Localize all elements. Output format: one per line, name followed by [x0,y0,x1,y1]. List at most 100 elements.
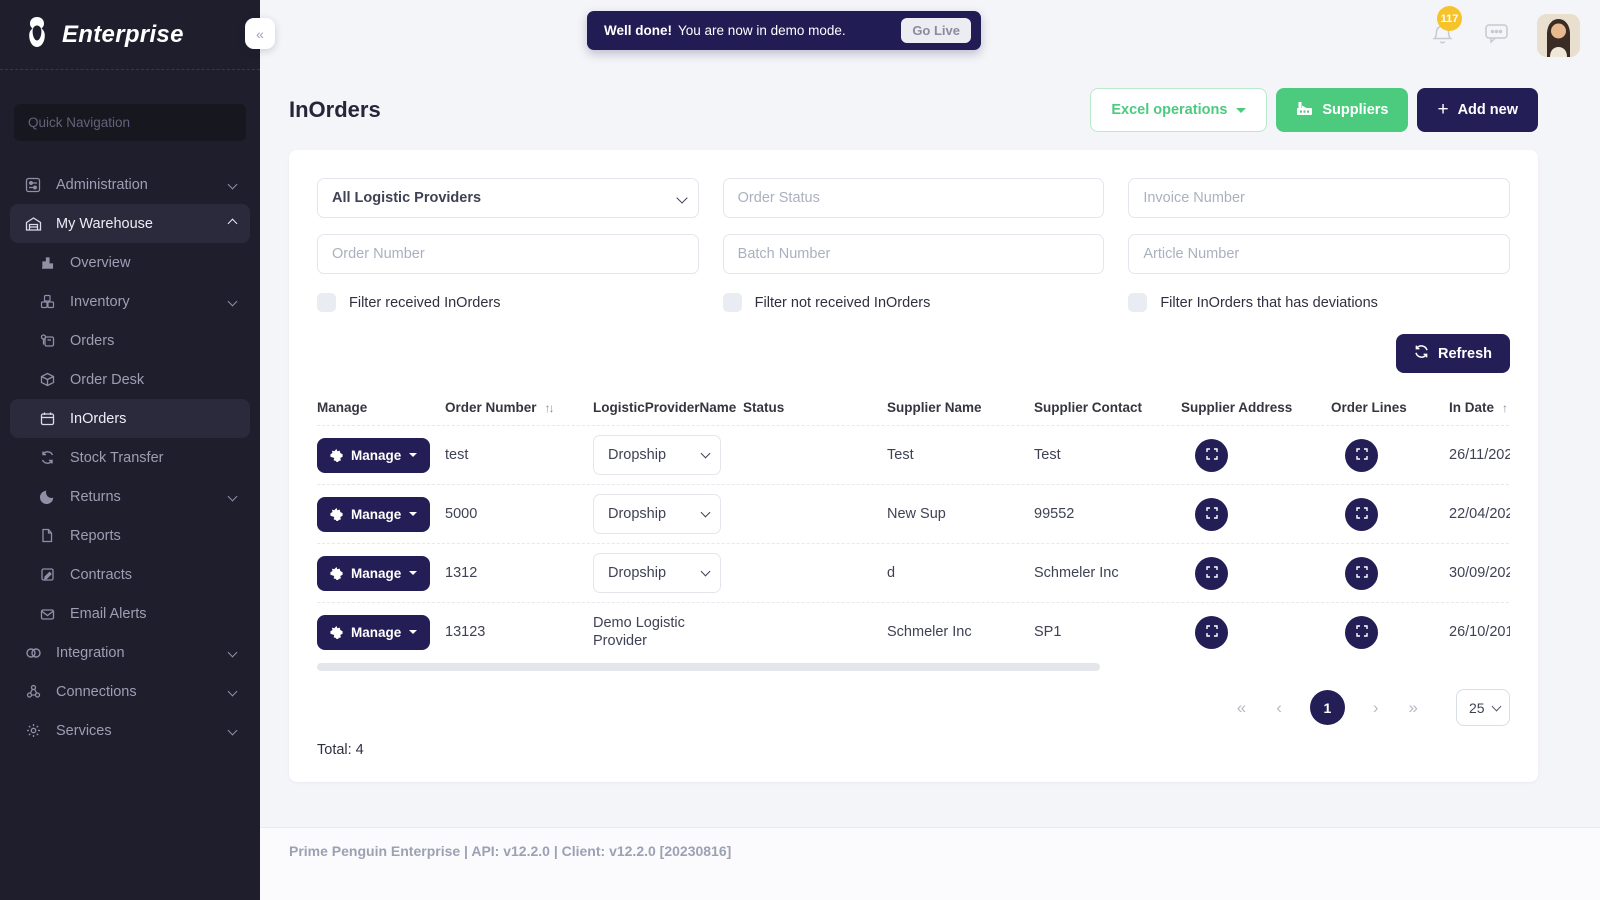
add-new-button[interactable]: + Add new [1417,88,1538,132]
order-status-input[interactable] [722,178,1105,218]
supplier-address-expand-button[interactable] [1195,438,1228,472]
manage-button[interactable]: Manage [317,496,431,532]
manage-button[interactable]: Manage [317,437,431,473]
sidebar-item-contracts[interactable]: Contracts [10,555,250,594]
logistic-provider-select[interactable]: All Logistic Providers [317,178,699,218]
suppliers-button[interactable]: Suppliers [1276,88,1409,132]
filter-not-received-checkbox[interactable]: Filter not received InOrders [722,293,1105,312]
sidebar-item-orders[interactable]: Orders [10,321,250,360]
expand-icon [1205,447,1218,463]
quick-navigation [14,104,246,141]
messages-chat-icon[interactable] [1483,22,1509,48]
notifications-bell-icon[interactable]: 117 [1429,6,1462,48]
checkbox-unchecked[interactable] [317,293,336,312]
order-number-input[interactable] [317,234,699,274]
filter-received-checkbox[interactable]: Filter received InOrders [317,293,699,312]
sidebar-item-order-desk[interactable]: Order Desk [10,360,250,399]
sort-icon[interactable]: ↑↓ [544,400,555,415]
next-page-button[interactable]: › [1365,694,1387,722]
table-row: Manage test Dropship Test Test 26/11/202 [317,425,1510,484]
order-lines-expand-button[interactable] [1345,497,1378,531]
supplier-contact-cell: SP1 [1034,624,1062,640]
caret-down-icon [1236,107,1247,113]
provider-select-wrap: Dropship [593,553,721,593]
order-lines-expand-button[interactable] [1345,615,1378,649]
sidebar-item-returns[interactable]: Returns [10,477,250,516]
quick-navigation-input[interactable] [14,104,246,141]
banner-bold-text: Well done! [604,23,673,38]
provider-select[interactable]: Dropship [593,435,721,475]
scrollbar-thumb[interactable] [317,663,1100,671]
provider-select[interactable]: Dropship [593,494,721,534]
administration-icon [24,176,42,194]
in-date-cell: 22/04/202 [1449,506,1510,522]
sidebar-item-my-warehouse[interactable]: My Warehouse [10,204,250,243]
manage-button[interactable]: Manage [317,614,431,650]
filter-deviations-checkbox[interactable]: Filter InOrders that has deviations [1128,293,1510,312]
checkbox-unchecked[interactable] [1128,293,1148,312]
document-icon [38,527,56,545]
provider-select-wrap: Dropship [593,494,721,534]
banner-text: You are now in demo mode. [678,23,846,38]
supplier-name-cell: d [887,565,896,581]
chevron-down-icon [227,296,238,307]
invoice-number-input[interactable] [1128,178,1510,218]
sidebar-item-stock-transfer[interactable]: Stock Transfer [10,438,250,477]
last-page-button[interactable]: » [1401,694,1426,722]
chevron-down-icon [227,686,238,697]
go-live-button[interactable]: Go Live [901,18,971,43]
table-row: Manage 5000 Dropship New Sup 99552 22/04… [317,484,1510,543]
penguin-logo-icon [24,16,50,53]
warehouse-icon [24,215,42,233]
footer-version-text: Prime Penguin Enterprise | API: v12.2.0 … [289,843,732,859]
first-page-button[interactable]: « [1229,694,1254,722]
checkbox-unchecked[interactable] [722,293,742,312]
provider-select[interactable]: Dropship [593,553,721,593]
article-number-input[interactable] [1128,234,1510,274]
refresh-button[interactable]: Refresh [1396,334,1510,373]
supplier-contact-cell: Schmeler Inc [1034,565,1119,581]
page-size-select[interactable]: 25 [1456,689,1510,726]
envelope-icon [38,605,56,623]
in-date-cell: 26/10/201 [1449,624,1510,640]
sidebar-item-integration[interactable]: Integration [10,633,250,672]
chevron-down-icon [227,647,238,658]
caret-down-icon [409,630,418,634]
order-lines-expand-button[interactable] [1345,556,1378,590]
prev-page-button[interactable]: ‹ [1268,694,1290,722]
sidebar-item-inorders[interactable]: InOrders [10,399,250,438]
sidebar-item-services[interactable]: Services [10,711,250,750]
current-page-button[interactable]: 1 [1309,690,1345,725]
col-status: Status [743,399,785,415]
user-avatar[interactable] [1537,13,1580,57]
sidebar-item-overview[interactable]: Overview [10,243,250,282]
sort-asc-icon[interactable]: ↑ [1502,400,1508,415]
sidebar-collapse-button[interactable]: « [245,18,275,49]
supplier-address-expand-button[interactable] [1195,556,1228,590]
col-order-lines: Order Lines [1331,399,1407,415]
expand-icon [1355,506,1368,522]
sidebar-item-inventory[interactable]: Inventory [10,282,250,321]
inorders-calendar-icon [38,410,56,428]
sidebar-item-email-alerts[interactable]: Email Alerts [10,594,250,633]
bar-chart-icon [38,254,56,272]
col-in-date[interactable]: In Date ↑ [1449,399,1508,415]
supplier-name-cell: Test [887,447,914,463]
batch-number-input[interactable] [722,234,1105,274]
notification-count-badge: 117 [1437,6,1462,31]
sidebar-item-connections[interactable]: Connections [10,672,250,711]
sidebar-item-administration[interactable]: Administration [10,165,250,204]
sidebar-item-reports[interactable]: Reports [10,516,250,555]
supplier-address-expand-button[interactable] [1195,615,1228,649]
chevron-down-icon [227,491,238,502]
provider-text-cell: Demo Logistic Provider [593,614,685,649]
supplier-address-expand-button[interactable] [1195,497,1228,531]
expand-icon [1205,506,1218,522]
excel-operations-button[interactable]: Excel operations [1090,88,1268,132]
order-lines-expand-button[interactable] [1345,438,1378,472]
col-order-number[interactable]: Order Number ↑↓ [445,399,555,415]
expand-icon [1205,624,1218,640]
caret-down-icon [409,453,418,457]
manage-button[interactable]: Manage [317,555,431,591]
expand-icon [1355,624,1368,640]
